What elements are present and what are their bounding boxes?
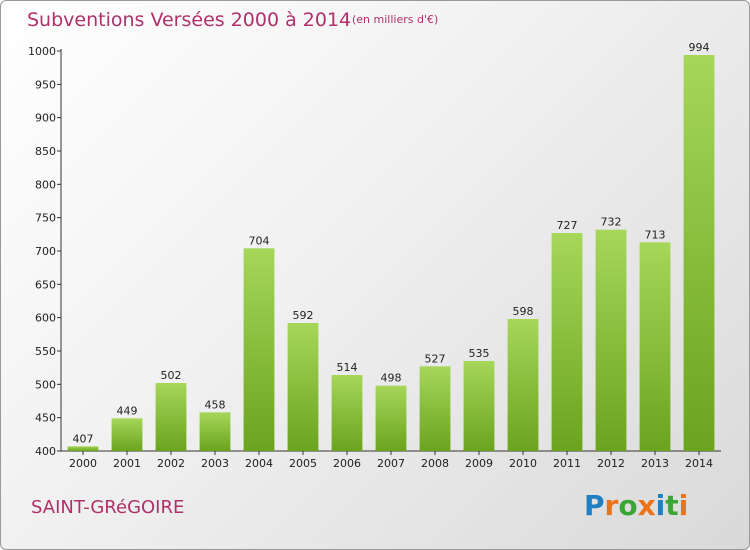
logo-letter: t (665, 489, 679, 522)
x-tick-label-2003: 2003 (201, 457, 229, 470)
y-tick-label: 400 (35, 445, 56, 458)
chart-title: Subventions Versées 2000 à 2014 (27, 9, 352, 31)
y-tick-label: 750 (35, 212, 56, 225)
y-tick-label: 1000 (28, 45, 56, 58)
x-tick-label-2004: 2004 (245, 457, 273, 470)
x-tick-label-2002: 2002 (157, 457, 185, 470)
x-tick-label-2010: 2010 (509, 457, 537, 470)
bar-2007 (375, 385, 407, 451)
bar-2012 (595, 229, 627, 451)
y-tick-label: 450 (35, 412, 56, 425)
logo-letter: r (604, 489, 619, 522)
y-tick-label: 850 (35, 145, 56, 158)
y-tick-label: 950 (35, 78, 56, 91)
bar-2002 (155, 383, 187, 451)
data-label-2008: 527 (425, 352, 446, 365)
x-tick-label-2005: 2005 (289, 457, 317, 470)
x-tick-label-2000: 2000 (69, 457, 97, 470)
data-label-2009: 535 (469, 347, 490, 360)
logo-letter: P (584, 489, 605, 522)
bar-2004 (243, 248, 275, 451)
bar-2008 (419, 366, 451, 451)
bar-2001 (111, 418, 143, 451)
y-tick-label: 500 (35, 378, 56, 391)
y-tick-label: 600 (35, 312, 56, 325)
y-tick-label: 900 (35, 112, 56, 125)
data-labels: 407 449 502 458 704 592 514 498 527 535 598 727 732 7… (73, 41, 710, 445)
x-tick-label-2006: 2006 (333, 457, 361, 470)
logo-letter: i (655, 489, 666, 522)
data-label-2010: 598 (513, 305, 534, 318)
bar-2013 (639, 242, 671, 451)
data-label-2001: 449 (117, 404, 138, 417)
data-label-2002: 502 (161, 369, 182, 382)
y-tick-label: 800 (35, 178, 56, 191)
bar-2014 (683, 55, 715, 451)
proxiti-logo: Proxiti (584, 489, 688, 522)
unit-note: (en milliers d'€) (352, 13, 439, 26)
commune-name: SAINT-GRéGOIRE (31, 497, 185, 518)
data-label-2013: 713 (645, 228, 666, 241)
data-label-2011: 727 (557, 219, 578, 232)
bar-2003 (199, 412, 231, 451)
bar-2005 (287, 323, 319, 451)
x-tick-label-2012: 2012 (597, 457, 625, 470)
logo-letter: o (618, 489, 638, 522)
y-tick-label: 700 (35, 245, 56, 258)
data-label-2007: 498 (381, 372, 402, 385)
data-label-2003: 458 (205, 398, 226, 411)
data-label-2014: 994 (689, 41, 710, 54)
bar-2009 (463, 361, 495, 451)
data-label-2004: 704 (249, 234, 270, 247)
data-label-2005: 592 (293, 309, 314, 322)
x-tick-label-2013: 2013 (641, 457, 669, 470)
logo-letter: x (637, 489, 656, 522)
data-label-2006: 514 (337, 361, 358, 374)
x-tick-label-2014: 2014 (685, 457, 713, 470)
x-tick-label-2008: 2008 (421, 457, 449, 470)
x-tick-label-2011: 2011 (553, 457, 581, 470)
bar-2006 (331, 375, 363, 451)
data-label-2000: 407 (73, 432, 94, 445)
x-tick-label-2009: 2009 (465, 457, 493, 470)
bar-2010 (507, 319, 539, 451)
y-tick-label: 550 (35, 345, 56, 358)
x-tick-label-2007: 2007 (377, 457, 405, 470)
bars (67, 55, 715, 451)
bar-2011 (551, 233, 583, 451)
x-tick-label-2001: 2001 (113, 457, 141, 470)
y-tick-label: 650 (35, 278, 56, 291)
logo-letter: i (678, 489, 689, 522)
data-label-2012: 732 (601, 216, 622, 229)
bar-2000 (67, 446, 99, 451)
